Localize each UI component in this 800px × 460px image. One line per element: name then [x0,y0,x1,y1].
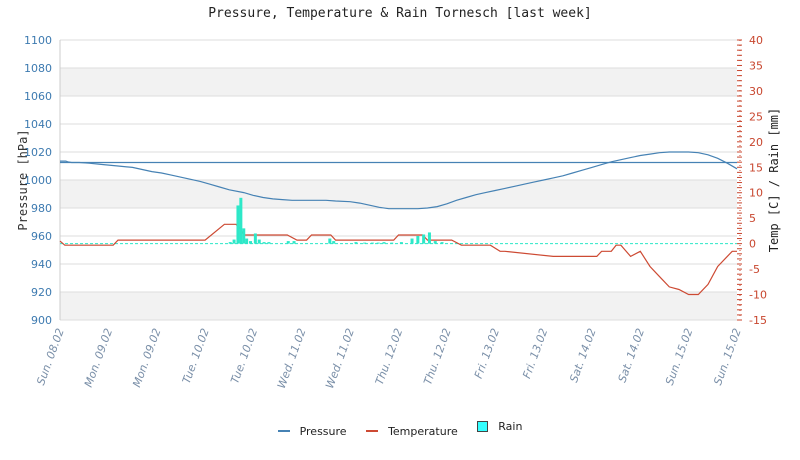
grid-band [60,180,737,208]
temperature-line-swatch-icon [366,430,379,432]
rain-bar [328,238,332,244]
rain-bar [376,242,380,244]
pressure-line-swatch-icon [277,430,290,432]
legend-label-rain: Rain [498,420,523,433]
x-axis-tick-label: Thu. 12.02 [373,327,405,387]
x-axis-tick-label: Thu. 12.02 [421,327,453,387]
x-axis-tick-label: Tue. 10.02 [228,327,260,386]
left-axis-tick-label: 960 [31,230,52,243]
right-axis-title: Temp [C] / Rain [mm] [767,108,781,253]
rain-bar [422,234,426,244]
rain-bar [286,241,290,244]
left-axis-tick-label: 1020 [24,146,52,159]
rain-bar [228,242,232,244]
rain-bar [416,236,420,244]
rain-bar [253,233,257,244]
rain-bar [245,238,249,244]
left-axis-tick-label: 1040 [24,118,52,131]
rain-bar [236,205,240,244]
left-axis-title: Pressure [hPa] [16,129,30,230]
rain-bar [370,242,374,244]
rain-bar [232,239,236,244]
left-axis-tick-label: 900 [31,314,52,327]
right-axis-tick-label: 25 [749,110,763,123]
left-axis-tick-label: 920 [31,286,52,299]
x-axis-tick-label: Sat. 14.02 [567,327,599,385]
legend-item-pressure: Pressure [277,424,347,438]
rain-bar [262,242,266,244]
left-axis-tick-label: 1000 [24,174,52,187]
grid-band [60,292,737,320]
x-axis-tick-label: Sat. 14.02 [616,327,648,385]
rain-bar [427,232,431,244]
rain-bar [267,242,271,244]
right-axis-tick-label: -15 [749,314,767,327]
rain-bar [410,238,414,244]
rain-bar [354,242,358,244]
left-axis-tick-label: 1080 [24,62,52,75]
right-axis-tick-label: 35 [749,59,763,72]
right-axis-tick-label: 15 [749,161,763,174]
x-axis-tick-label: Mon. 09.02 [82,327,115,389]
x-axis-tick-label: Sun. 08.02 [34,327,67,387]
rain-box-swatch-icon [477,421,489,432]
grid-band [60,68,737,96]
right-axis-tick-label: 30 [749,85,763,98]
x-axis-tick-label: Fri. 13.02 [472,327,502,381]
left-axis-tick-label: 940 [31,258,52,271]
x-axis-tick-label: Mon. 09.02 [130,327,163,389]
left-axis-tick-label: 1060 [24,90,52,103]
rain-bar [239,197,243,244]
rain-bar [390,242,394,244]
right-axis-tick-label: 20 [749,136,763,149]
right-axis-tick-label: 0 [749,238,756,251]
left-axis-tick-label: 1100 [24,34,52,47]
right-axis-tick-label: 5 [749,212,756,225]
x-axis-tick-label: Sun. 15.02 [663,327,696,387]
chart-legend: Pressure Temperature Rain [0,420,800,438]
legend-label-temperature: Temperature [388,424,458,438]
rain-bar [440,242,444,244]
rain-bar [399,242,403,244]
pressure-line [60,151,738,210]
x-axis-tick-label: Wed. 11.02 [275,327,309,391]
left-axis-tick-label: 980 [31,202,52,215]
rain-bar [249,241,253,244]
x-axis-tick-label: Sun. 15.02 [711,327,744,387]
right-axis-tick-label: -10 [749,289,767,302]
rain-bar [433,241,437,244]
right-axis-tick-label: 10 [749,187,763,200]
right-axis-tick-label: -5 [749,263,760,276]
legend-item-temperature: Temperature [366,425,458,438]
legend-item-rain: Rain [477,420,522,433]
x-axis-tick-label: Fri. 13.02 [520,327,550,381]
x-axis-tick-label: Tue. 10.02 [180,327,212,386]
rain-bar [257,239,261,244]
right-axis-tick-label: 40 [749,34,763,47]
x-axis-tick-label: Wed. 11.02 [323,327,357,391]
rain-bar [363,242,367,244]
legend-label-pressure: Pressure [299,424,347,438]
rain-bar [292,241,296,244]
rain-bar [242,228,246,244]
rain-bar [382,242,386,244]
chart-title: Pressure, Temperature & Rain Tornesch [l… [208,6,592,21]
rain-bar [332,241,336,244]
grid-band [60,124,737,152]
